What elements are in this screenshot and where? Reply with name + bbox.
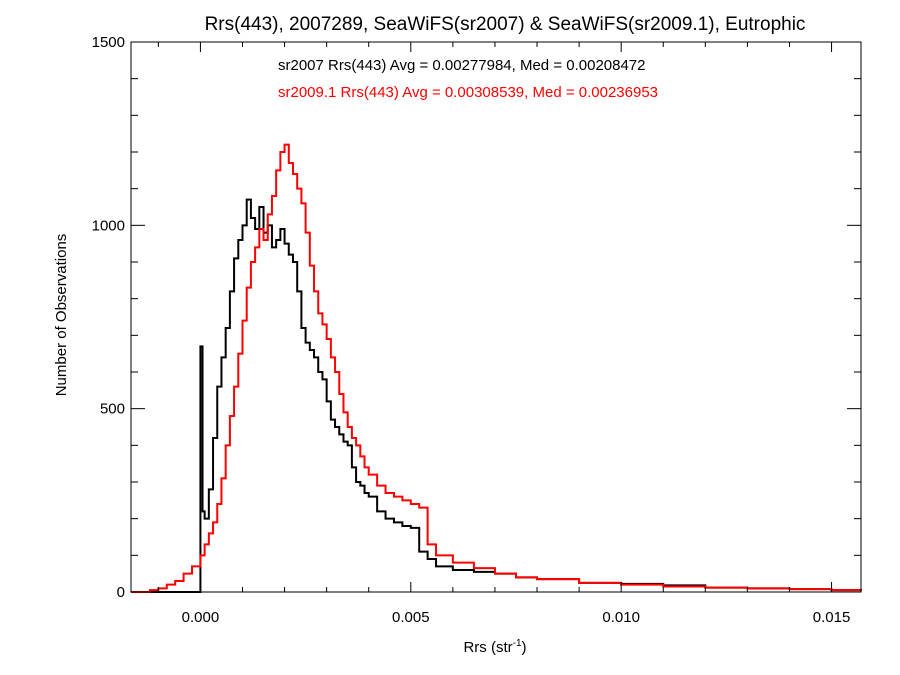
x-axis-label-close: ) [522, 639, 527, 656]
series-line-1 [131, 143, 862, 593]
y-axis-label: Number of Observations [53, 234, 70, 397]
chart-title: Rrs(443), 2007289, SeaWiFS(sr2007) & Sea… [205, 14, 806, 35]
series-line-0 [131, 198, 862, 593]
x-axis-label-superscript: -1 [513, 638, 522, 649]
y-tick-label: 0 [117, 584, 125, 601]
series-layer [131, 143, 862, 593]
axes-layer: 0.000 0.005 0.010 0.015 0 500 1000 1500 [92, 34, 862, 626]
x-tick-label: 0.015 [813, 609, 851, 626]
x-axis-label-main: Rrs (str [463, 639, 512, 656]
annotation-sr2009: sr2009.1 Rrs(443) Avg = 0.00308539, Med … [278, 84, 658, 101]
x-tick-label: 0.005 [392, 609, 430, 626]
y-tick-label: 1500 [92, 34, 125, 51]
x-tick-label: 0.000 [182, 609, 220, 626]
plot-frame [130, 41, 862, 593]
y-tick-label: 1000 [92, 217, 125, 234]
x-axis-label: Rrs (str-1) [463, 638, 526, 656]
y-tick-label: 500 [100, 401, 125, 418]
x-tick-label: 0.010 [602, 609, 640, 626]
annotation-sr2007: sr2007 Rrs(443) Avg = 0.00277984, Med = … [278, 57, 646, 74]
